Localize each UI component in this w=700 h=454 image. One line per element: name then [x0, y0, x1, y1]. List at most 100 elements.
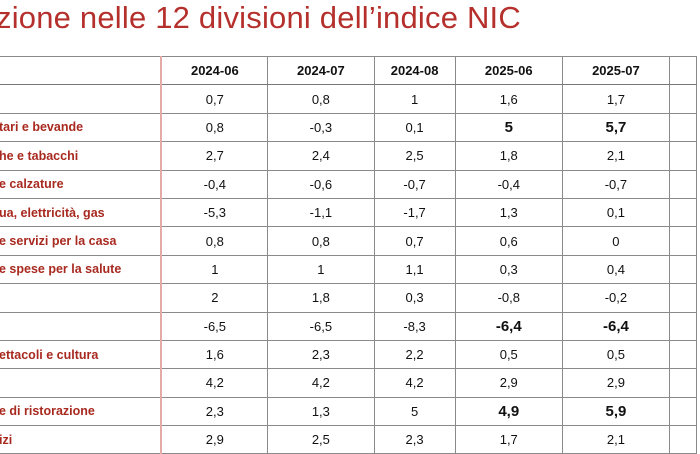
table-row: ua, elettricità, gas -5,3 -1,1 -1,7 1,3 0,1	[0, 197, 697, 228]
nic-divisions-table: 2024-06 2024-07 2024-08 2025-06 2025-07 …	[0, 55, 697, 454]
value-cell: 0	[561, 226, 671, 256]
value-cell: 0,7	[160, 84, 269, 114]
value-cell: 2,3	[373, 425, 456, 454]
value-cell: -0,2	[561, 283, 671, 313]
value-cell: 2,9	[454, 368, 563, 398]
value-cell: 1,8	[454, 141, 563, 171]
value-cell: 1,3	[454, 197, 563, 228]
value-cell: -6,4	[561, 311, 671, 341]
value-cell: 5	[454, 112, 563, 143]
value-cell: 0,3	[373, 283, 456, 313]
value-cell: 2,4	[267, 141, 375, 171]
value-cell: 2	[160, 283, 269, 313]
value-cell: 0,1	[373, 112, 456, 143]
division-label	[0, 84, 162, 114]
extra-cell	[669, 84, 697, 114]
extra-cell	[669, 425, 697, 454]
division-label: e di ristorazione	[0, 396, 162, 427]
table-row: ettacoli e cultura 1,6 2,3 2,2 0,5 0,5	[0, 339, 697, 370]
value-cell: 2,5	[373, 141, 456, 171]
extra-cell	[669, 112, 697, 143]
value-cell: -0,3	[267, 112, 375, 143]
header-cell-extra	[669, 55, 697, 86]
value-cell: 0,8	[267, 226, 375, 256]
value-cell: 2,1	[561, 141, 671, 171]
value-cell: 2,3	[160, 396, 269, 427]
value-cell: 0,5	[454, 339, 563, 370]
value-cell: 1	[373, 84, 456, 114]
value-cell: 5,7	[561, 112, 671, 143]
extra-cell	[669, 226, 697, 256]
extra-cell	[669, 283, 697, 313]
value-cell: -0,8	[454, 283, 563, 313]
header-cell-2024-07: 2024-07	[267, 55, 375, 86]
value-cell: 1	[267, 254, 375, 285]
value-cell: 2,5	[267, 425, 375, 454]
value-cell: 4,9	[454, 396, 563, 427]
division-label	[0, 368, 162, 398]
value-cell: -0,6	[267, 169, 375, 199]
value-cell: 0,7	[373, 226, 456, 256]
value-cell: 1,7	[454, 425, 563, 454]
value-cell: -6,5	[160, 311, 269, 341]
extra-cell	[669, 311, 697, 341]
value-cell: -0,4	[160, 169, 269, 199]
table-header-row: 2024-06 2024-07 2024-08 2025-06 2025-07	[0, 55, 697, 86]
value-cell: 0,6	[454, 226, 563, 256]
division-label: e calzature	[0, 169, 162, 199]
value-cell: 0,5	[561, 339, 671, 370]
table-row: he e tabacchi 2,7 2,4 2,5 1,8 2,1	[0, 141, 697, 171]
table-body: 0,7 0,8 1 1,6 1,7 tari e bevande 0,8 -0,3 0,1 5 5,…	[0, 84, 697, 454]
table-row: 4,2 4,2 4,2 2,9 2,9	[0, 368, 697, 398]
header-cell-2025-06: 2025-06	[454, 55, 563, 86]
header-cell-2024-08: 2024-08	[373, 55, 456, 86]
value-cell: 2,2	[373, 339, 456, 370]
table-row: tari e bevande 0,8 -0,3 0,1 5 5,7	[0, 112, 697, 143]
value-cell: -0,7	[561, 169, 671, 199]
value-cell: 1,3	[267, 396, 375, 427]
value-cell: -8,3	[373, 311, 456, 341]
value-cell: -1,7	[373, 197, 456, 228]
division-label: ettacoli e cultura	[0, 339, 162, 370]
header-cell-2024-06: 2024-06	[160, 55, 269, 86]
value-cell: 2,1	[561, 425, 671, 454]
value-cell: 5	[373, 396, 456, 427]
division-label: e servizi per la casa	[0, 226, 162, 256]
value-cell: 1,7	[561, 84, 671, 114]
value-cell: 2,3	[267, 339, 375, 370]
table-row: izi 2,9 2,5 2,3 1,7 2,1	[0, 425, 697, 454]
value-cell: 1,6	[160, 339, 269, 370]
table-row: e servizi per la casa 0,8 0,8 0,7 0,6 0	[0, 226, 697, 256]
extra-cell	[669, 169, 697, 199]
division-label	[0, 311, 162, 341]
table-row: 2 1,8 0,3 -0,8 -0,2	[0, 283, 697, 313]
value-cell: -6,5	[267, 311, 375, 341]
value-cell: 4,2	[373, 368, 456, 398]
value-cell: -0,4	[454, 169, 563, 199]
value-cell: -0,7	[373, 169, 456, 199]
value-cell: 1,6	[454, 84, 563, 114]
value-cell: 0,8	[267, 84, 375, 114]
value-cell: 0,1	[561, 197, 671, 228]
value-cell: 4,2	[160, 368, 269, 398]
value-cell: 1,8	[267, 283, 375, 313]
value-cell: -6,4	[454, 311, 563, 341]
table-row: 0,7 0,8 1 1,6 1,7	[0, 84, 697, 114]
header-cell-2025-07: 2025-07	[561, 55, 671, 86]
value-cell: 2,7	[160, 141, 269, 171]
value-cell: 4,2	[267, 368, 375, 398]
value-cell: 0,4	[561, 254, 671, 285]
table-row: e di ristorazione 2,3 1,3 5 4,9 5,9	[0, 396, 697, 427]
extra-cell	[669, 197, 697, 228]
table-row: e spese per la salute 1 1 1,1 0,3 0,4	[0, 254, 697, 285]
extra-cell	[669, 368, 697, 398]
division-label: e spese per la salute	[0, 254, 162, 285]
division-label: ua, elettricità, gas	[0, 197, 162, 228]
division-label: tari e bevande	[0, 112, 162, 143]
extra-cell	[669, 141, 697, 171]
extra-cell	[669, 339, 697, 370]
value-cell: -1,1	[267, 197, 375, 228]
value-cell: -5,3	[160, 197, 269, 228]
extra-cell	[669, 396, 697, 427]
header-cell-division	[0, 55, 162, 86]
